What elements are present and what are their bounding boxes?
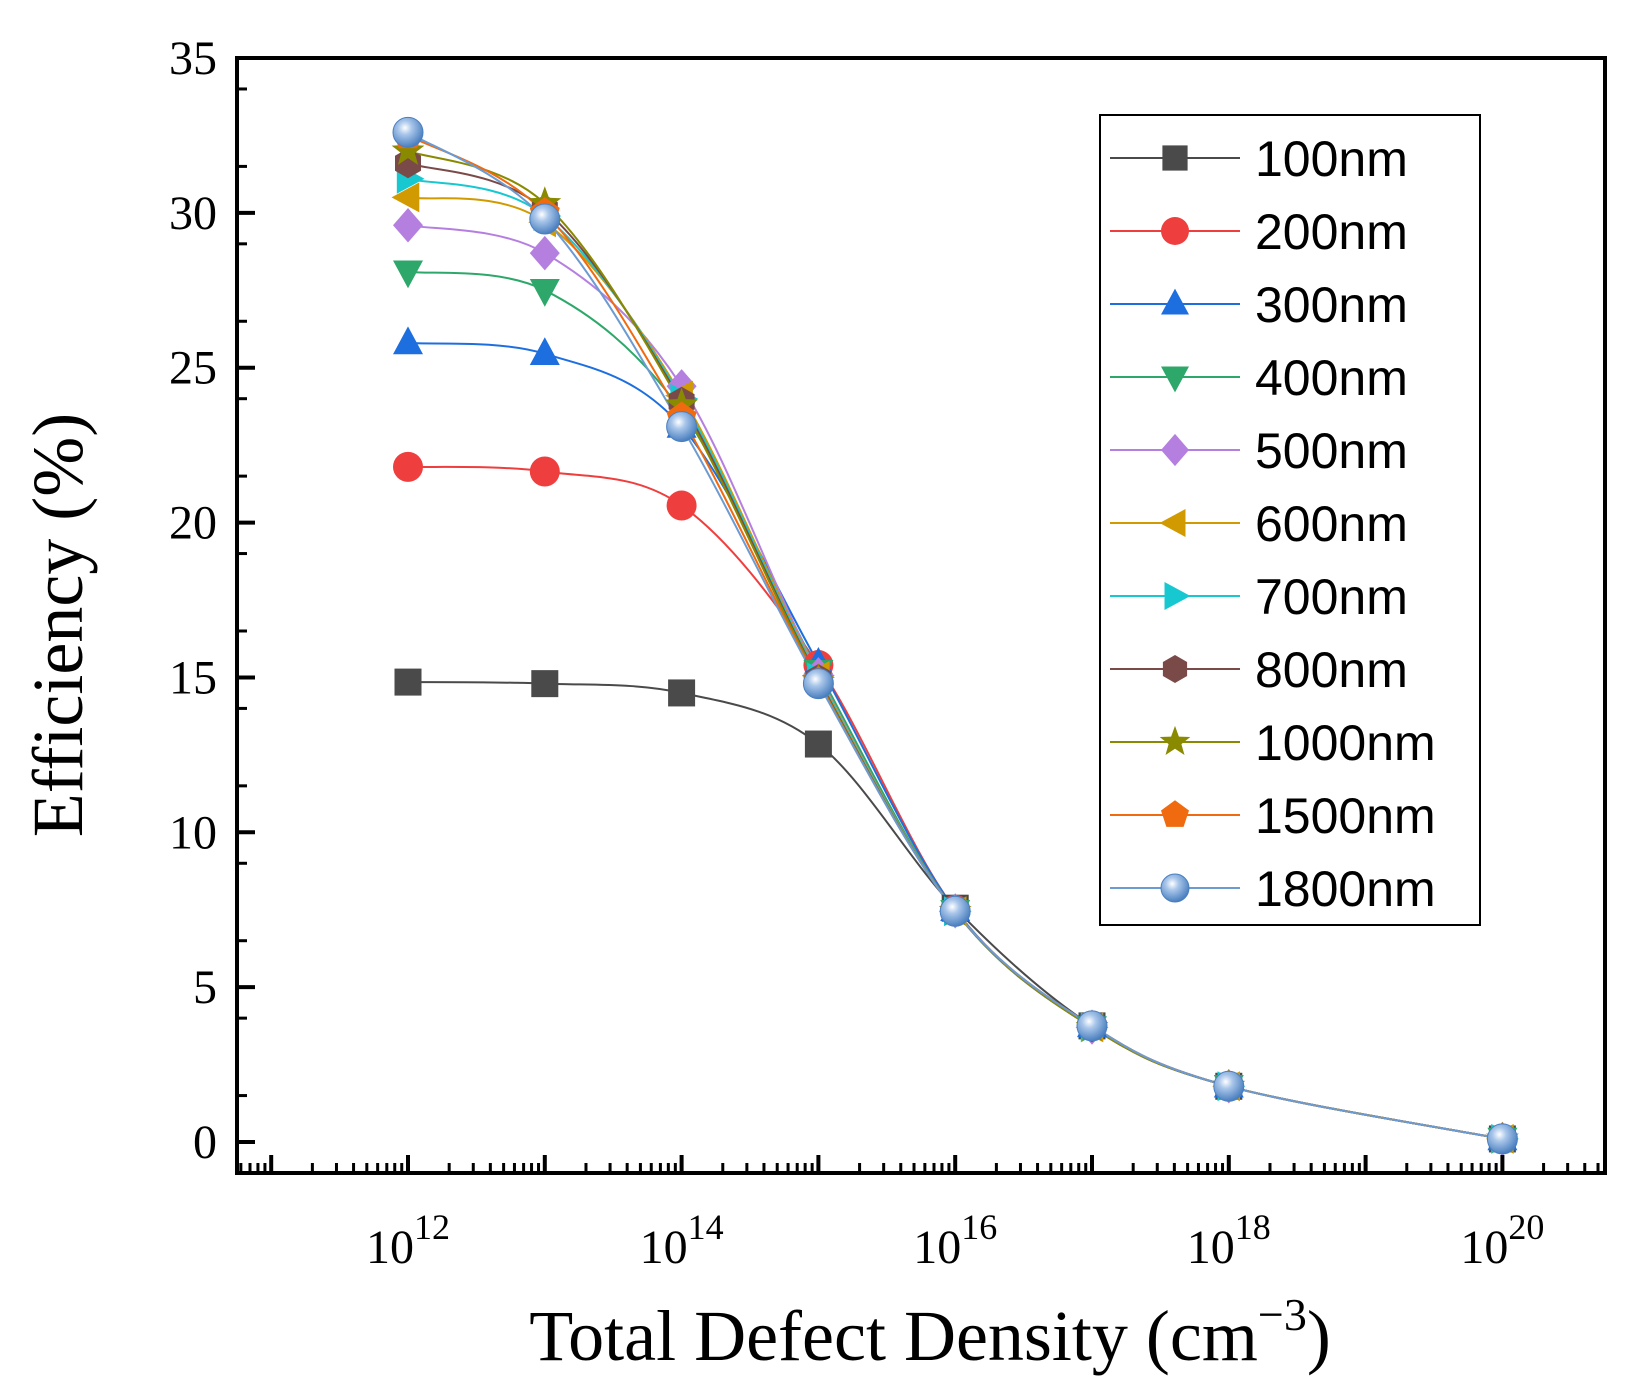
x-tick-label: 1014 (640, 1207, 724, 1274)
data-point-1800nm (666, 411, 698, 443)
legend-marker (1162, 655, 1188, 683)
y-tick-label: 10 (169, 806, 217, 859)
legend-marker (1161, 288, 1189, 315)
legend-label: 800nm (1255, 642, 1408, 698)
legend-label: 600nm (1255, 496, 1408, 552)
data-points (391, 116, 1519, 1157)
legend-label: 1800nm (1255, 861, 1436, 917)
legend-marker (1160, 873, 1190, 903)
legend-item: 400nm (1110, 350, 1408, 406)
legend-item: 1800nm (1110, 861, 1436, 917)
legend-label: 100nm (1255, 131, 1408, 187)
legend-label: 200nm (1255, 204, 1408, 260)
x-axis-title: Total Defect Density (cm−3) (529, 1289, 1331, 1376)
legend-box (1099, 114, 1481, 926)
y-tick-label: 15 (169, 651, 217, 704)
data-point-300nm (529, 337, 560, 365)
data-point-100nm (804, 730, 832, 758)
data-point-400nm (393, 260, 423, 289)
data-point-600nm (391, 182, 420, 213)
legend-label: 1000nm (1255, 715, 1436, 771)
legend-item: 200nm (1110, 204, 1408, 260)
legend-item: 1500nm (1110, 788, 1436, 844)
data-point-100nm (668, 679, 696, 707)
legend-label: 500nm (1255, 423, 1408, 479)
data-point-100nm (531, 670, 559, 698)
legend-marker (1161, 366, 1189, 393)
data-point-1800nm (392, 116, 424, 148)
legend-label: 700nm (1255, 569, 1408, 625)
x-tick-label: 1020 (1460, 1207, 1544, 1274)
data-point-1800nm (1213, 1070, 1245, 1102)
plot-frame (235, 56, 1607, 1175)
data-point-500nm (666, 369, 697, 404)
x-tick-label: 1016 (913, 1207, 997, 1274)
legend-item: 800nm (1110, 642, 1408, 698)
data-point-1800nm (1076, 1010, 1108, 1042)
data-point-1800nm (1486, 1123, 1518, 1155)
legend-item: 100nm (1110, 131, 1408, 187)
data-point-500nm (393, 208, 423, 243)
data-point-100nm (394, 668, 422, 696)
data-point-1800nm (802, 668, 834, 700)
legend-marker (1159, 725, 1191, 755)
y-tick-label: 25 (169, 342, 217, 395)
legend-label: 400nm (1255, 350, 1408, 406)
y-tick-label: 30 (169, 187, 217, 240)
x-tick-label: 1018 (1187, 1207, 1271, 1274)
legend-marker (1159, 509, 1186, 537)
data-point-200nm (393, 451, 423, 482)
legend-marker (1162, 145, 1188, 171)
y-tick-label: 5 (193, 961, 217, 1014)
x-tick-label: 1012 (366, 1207, 450, 1274)
legend-marker (1161, 433, 1189, 467)
legend: 100nm 200nm 300nm 400nm 500nm 600nm 700nm 800nm… (1099, 114, 1481, 926)
y-tick-label: 0 (193, 1116, 217, 1169)
legend-item: 1000nm (1110, 715, 1436, 771)
axes: 0 5 10 15 20 25 30 35 1012 1014 1016 1018 1020 (169, 32, 1600, 1274)
data-point-1800nm (529, 203, 561, 235)
legend-label: 1500nm (1255, 788, 1436, 844)
legend-item: 700nm (1110, 569, 1408, 625)
legend-label: 300nm (1255, 277, 1408, 333)
legend-marker (1161, 800, 1189, 827)
data-point-200nm (666, 490, 697, 521)
legend-item: 500nm (1110, 423, 1408, 479)
data-point-400nm (529, 279, 560, 307)
y-tick-label: 35 (169, 32, 217, 85)
data-point-1800nm (939, 895, 971, 927)
legend-marker (1161, 217, 1189, 245)
legend-item: 300nm (1110, 277, 1408, 333)
y-axis-title: Efficiency (%) (18, 413, 98, 837)
data-point-500nm (529, 235, 560, 271)
data-point-300nm (393, 326, 423, 355)
legend-item: 600nm (1110, 496, 1408, 552)
data-point-1000nm (391, 133, 425, 165)
legend-marker (1164, 582, 1191, 610)
data-point-200nm (529, 456, 560, 487)
y-tick-label: 20 (169, 497, 217, 550)
